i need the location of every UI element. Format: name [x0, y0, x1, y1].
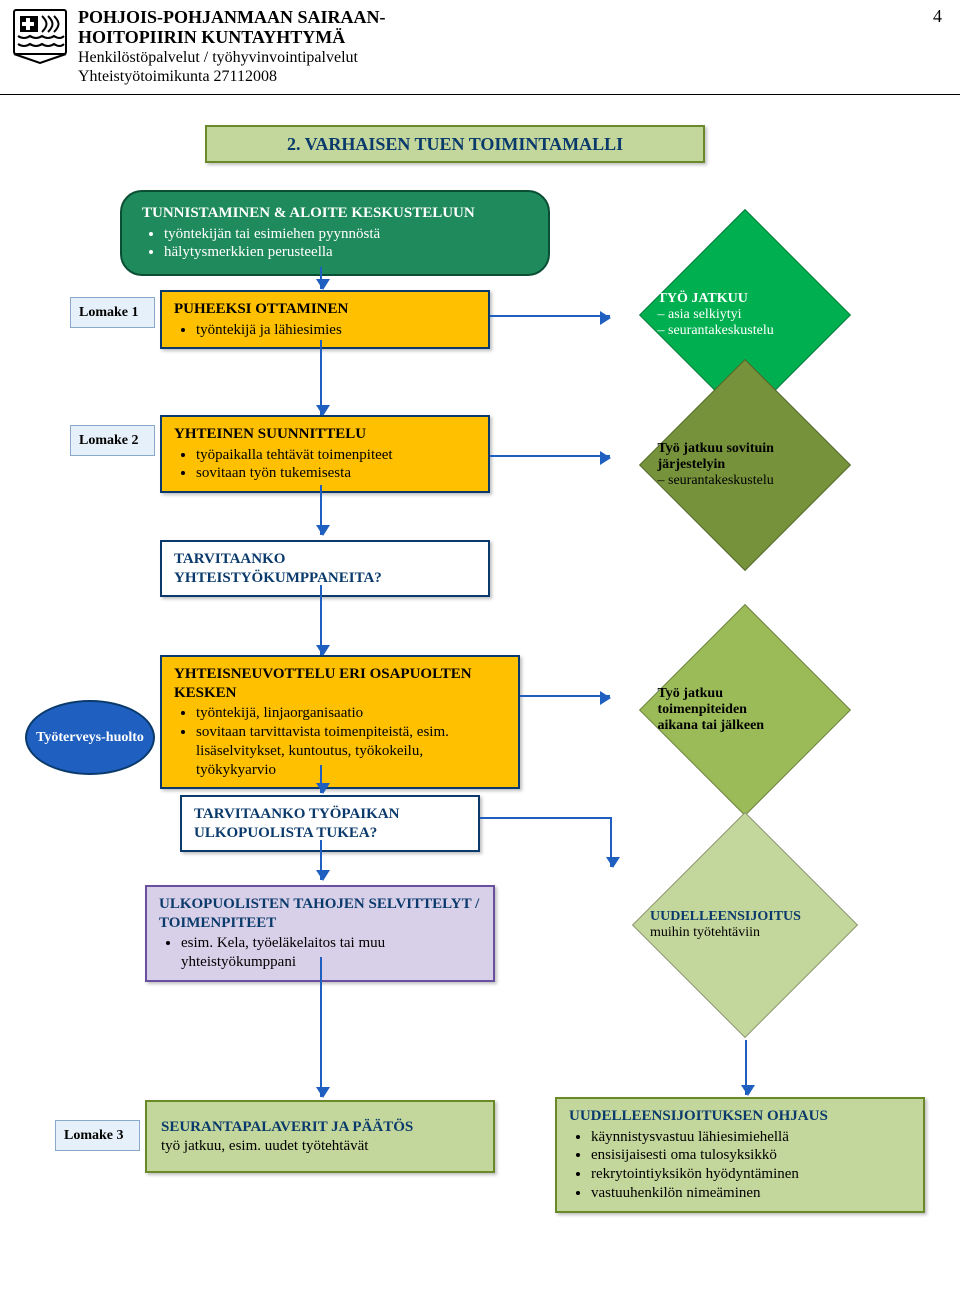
node-yhteinen-suunnittelu: YHTEINEN SUUNNITTELU työpaikalla tehtävä…: [160, 415, 490, 493]
d3-l2: toimenpiteiden: [658, 702, 833, 718]
arrow-11: [320, 957, 322, 1097]
n3-bullet-2: sovitaan työn tukemisesta: [196, 464, 476, 483]
n2-title: PUHEEKSI OTTAMINEN: [174, 300, 476, 319]
node-tyoterveyshuolto: Työterveys-huolto: [25, 700, 155, 775]
n5-title: YHTEISNEUVOTTELU ERI OSAPUOLTEN KESKEN: [174, 665, 506, 703]
arrow-10: [610, 817, 612, 867]
diamond-tyo-jatkuu-3: Työ jatkuu toimenpiteiden aikana tai jäl…: [670, 635, 820, 785]
arrow-6: [320, 585, 322, 655]
arrow-5: [320, 485, 322, 535]
n8-sub: työ jatkuu, esim. uudet työtehtävät: [161, 1137, 479, 1156]
n3-bullet-1: työpaikalla tehtävät toimenpiteet: [196, 446, 476, 465]
n4-l1: TARVITAANKO: [174, 550, 476, 569]
n8-title: SEURANTAPALAVERIT JA PÄÄTÖS: [161, 1119, 413, 1135]
n9-bullet-1: käynnistysvastuu lähiesimiehellä: [591, 1128, 911, 1147]
node-tunnistaminen: TUNNISTAMINEN & ALOITE KESKUSTELUUN työn…: [120, 190, 550, 276]
n7-bullet-1: esim. Kela, työeläkelaitos tai muu yhtei…: [181, 934, 481, 972]
header-title-1: POHJOIS-POHJANMAAN SAIRAAN-: [78, 8, 948, 28]
diagram-title: 2. VARHAISEN TUEN TOIMINTAMALLI: [205, 125, 705, 164]
d2-l3: – seurantakeskustelu: [658, 473, 833, 489]
d4-l2: muihin työtehtäviin: [650, 925, 840, 941]
lomake-1-text: Lomake 1: [79, 305, 139, 320]
d1-l3: – seurantakeskustelu: [658, 323, 833, 339]
n9-bullet-3: rekrytointiyksikön hyödyntäminen: [591, 1165, 911, 1184]
connector-1: [480, 817, 610, 819]
header-sub-2: Yhteistyötoimikunta 27112008: [78, 67, 948, 86]
header-title-2: HOITOPIIRIN KUNTAYHTYMÄ: [78, 28, 948, 48]
d2-l2: järjestelyin: [658, 457, 833, 473]
node-uudelleensijoituksen-ohjaus: UUDELLEENSIJOITUKSEN OHJAUS käynnistysva…: [555, 1097, 925, 1213]
node-seurantapalaverit: SEURANTAPALAVERIT JA PÄÄTÖS työ jatkuu, …: [145, 1100, 495, 1174]
node-puheeksi: PUHEEKSI OTTAMINEN työntekijä ja lähiesi…: [160, 290, 490, 350]
n6-l2: ULKOPUOLISTA TUKEA?: [194, 824, 466, 843]
arrow-9: [320, 840, 322, 880]
d1-l1: TYÖ JATKUU: [658, 291, 833, 307]
node-tarvitaanko-kumppaneita: TARVITAANKO YHTEISTYÖKUMPPANEITA?: [160, 540, 490, 598]
diagram-canvas: 2. VARHAISEN TUEN TOIMINTAMALLI TUNNISTA…: [0, 95, 960, 1315]
header-sub-1: Henkilöstöpalvelut / työhyvinvointipalve…: [78, 48, 948, 67]
arrow-7: [520, 695, 610, 697]
n9-title: UUDELLEENSIJOITUKSEN OHJAUS: [569, 1107, 911, 1126]
n1-bullet-2: hälytysmerkkien perusteella: [164, 243, 528, 262]
page-number: 4: [933, 6, 942, 27]
arrow-1: [320, 267, 322, 289]
lomake-2-text: Lomake 2: [79, 433, 139, 448]
page-header: POHJOIS-POHJANMAAN SAIRAAN- HOITOPIIRIN …: [0, 0, 960, 95]
arrow-8: [320, 765, 322, 793]
diamond-tyo-jatkuu-2: Työ jatkuu sovituin järjestelyin – seura…: [670, 390, 820, 540]
n5-bullet-1: työntekijä, linjaorganisaatio: [196, 704, 506, 723]
node-tunnistaminen-title: TUNNISTAMINEN & ALOITE KESKUSTELUUN: [142, 204, 528, 223]
n3-title: YHTEINEN SUUNNITTELU: [174, 425, 476, 444]
n6-l1: TARVITAANKO TYÖPAIKAN: [194, 805, 466, 824]
arrow-12: [745, 1040, 747, 1095]
node-tarvitaanko-ulkopuolista: TARVITAANKO TYÖPAIKAN ULKOPUOLISTA TUKEA…: [180, 795, 480, 853]
node-yhteisneuvottelu: YHTEISNEUVOTTELU ERI OSAPUOLTEN KESKEN t…: [160, 655, 520, 790]
n4-l2: YHTEISTYÖKUMPPANEITA?: [174, 569, 476, 588]
header-text: POHJOIS-POHJANMAAN SAIRAAN- HOITOPIIRIN …: [78, 8, 948, 86]
diamond-uudelleensijoitus: UUDELLEENSIJOITUS muihin työtehtäviin: [665, 845, 825, 1005]
n2-bullet-1: työntekijä ja lähiesimies: [196, 321, 476, 340]
n9-bullet-2: ensisijaisesti oma tulosyksikkö: [591, 1146, 911, 1165]
d4-l1: UUDELLEENSIJOITUS: [650, 909, 840, 925]
lomake-3-label: Lomake 3: [55, 1120, 140, 1152]
d1-l2: – asia selkiytyi: [658, 307, 833, 323]
n1-bullet-1: työntekijän tai esimiehen pyynnöstä: [164, 225, 528, 244]
tyoterveys-text: Työterveys-huolto: [36, 729, 144, 747]
arrow-4: [490, 455, 610, 457]
diagram-title-text: 2. VARHAISEN TUEN TOIMINTAMALLI: [287, 134, 623, 154]
lomake-2-label: Lomake 2: [70, 425, 155, 457]
coat-of-arms-icon: [12, 8, 68, 64]
lomake-1-label: Lomake 1: [70, 297, 155, 329]
arrow-2: [490, 315, 610, 317]
lomake-3-text: Lomake 3: [64, 1128, 124, 1143]
n5-bullet-2: sovitaan tarvittavista toimenpiteistä, e…: [196, 723, 506, 779]
d2-l1: Työ jatkuu sovituin: [658, 441, 833, 457]
n9-bullet-4: vastuuhenkilön nimeäminen: [591, 1184, 911, 1203]
arrow-3: [320, 340, 322, 415]
d3-l3: aikana tai jälkeen: [658, 718, 833, 734]
n7-title: ULKOPUOLISTEN TAHOJEN SELVITTELYT / TOIM…: [159, 895, 481, 933]
d3-l1: Työ jatkuu: [658, 686, 833, 702]
